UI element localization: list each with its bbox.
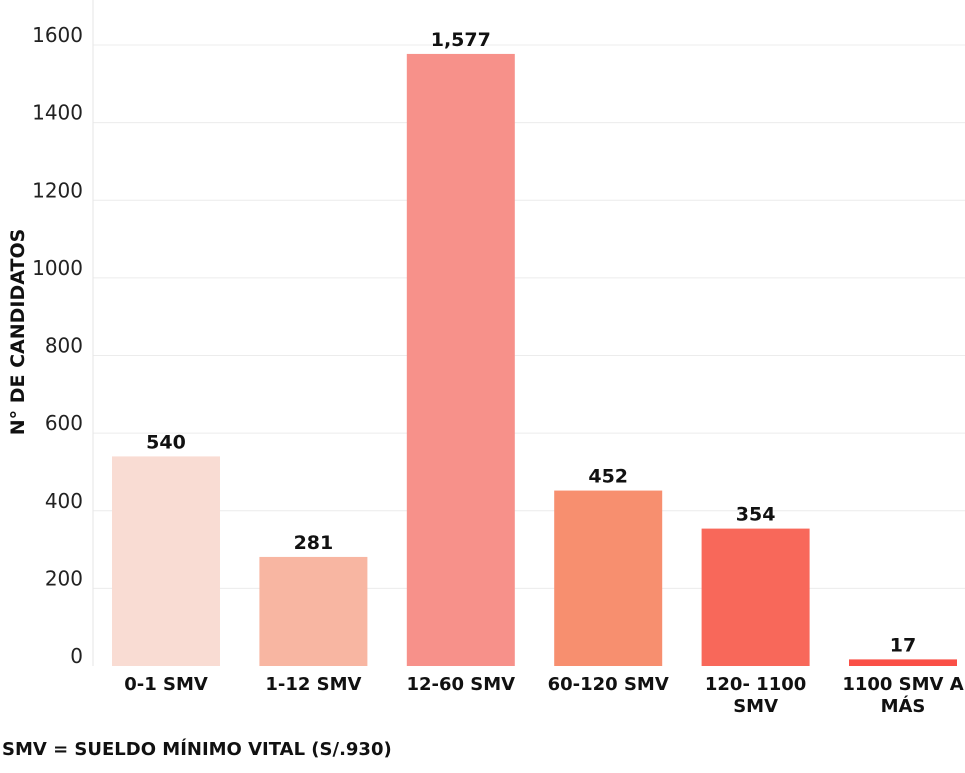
x-tick-label: 1100 SMV A MÁS <box>842 674 963 717</box>
value-label: 1,577 <box>431 29 491 51</box>
x-tick-labels: 0-1 SMV 1-12 SMV 12-60 SMV 60-120 SMV 120- 1… <box>124 674 964 717</box>
y-tick-label: 0 <box>70 644 83 668</box>
value-label: 17 <box>890 634 916 656</box>
bars <box>112 53 957 666</box>
gridlines <box>93 44 965 589</box>
y-tick-labels: 0 200 400 600 800 1000 1200 1400 1600 <box>32 23 83 668</box>
y-tick-label: 1400 <box>32 101 83 125</box>
y-axis-label: N° DE CANDIDATOS <box>7 229 29 436</box>
bar <box>112 456 220 666</box>
bar <box>259 556 368 666</box>
y-tick-label: 1600 <box>32 23 83 47</box>
bar <box>554 490 663 666</box>
bar <box>406 53 515 666</box>
value-label: 354 <box>736 504 776 526</box>
bar <box>849 659 957 666</box>
y-tick-label: 200 <box>45 566 83 590</box>
x-tick-label: 60-120 SMV <box>548 674 669 695</box>
bar <box>701 528 810 666</box>
value-label: 452 <box>588 466 628 488</box>
y-tick-label: 600 <box>45 411 83 435</box>
y-tick-label: 800 <box>45 334 83 358</box>
y-tick-label: 1200 <box>32 178 83 202</box>
value-label: 281 <box>294 532 334 554</box>
footnote: SMV = SUELDO MÍNIMO VITAL (S/.930) <box>2 739 392 760</box>
value-labels: 540 281 1,577 452 354 17 <box>146 29 916 656</box>
x-tick-label: 12-60 SMV <box>406 674 515 695</box>
x-tick-label: 120- 1100 SMV <box>705 674 806 717</box>
x-tick-label: 1-12 SMV <box>265 674 361 695</box>
y-tick-label: 400 <box>45 489 83 513</box>
value-label: 540 <box>146 431 186 453</box>
x-tick-label: 0-1 SMV <box>124 674 208 695</box>
y-tick-label: 1000 <box>32 256 83 280</box>
